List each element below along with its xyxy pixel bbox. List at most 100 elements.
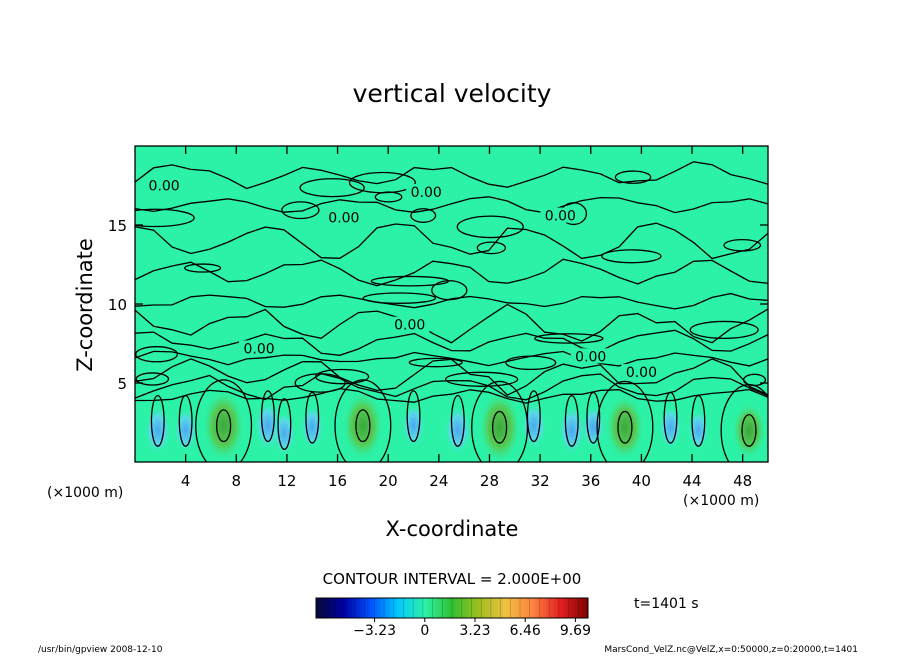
downdraft-region <box>444 406 471 455</box>
colorbar-tick-label: 9.69 <box>560 623 591 639</box>
x-unit-label-left: (×1000 m) <box>47 485 123 501</box>
x-tick-label: 28 <box>480 472 499 490</box>
contour-loop <box>689 320 759 340</box>
contour-loop <box>456 215 524 239</box>
contour-loop <box>431 280 468 301</box>
contour-line <box>135 303 768 344</box>
contour-loop <box>450 394 465 447</box>
y-tick-label: 15 <box>108 217 127 235</box>
contour-loop <box>596 380 654 462</box>
contour-loop <box>723 238 762 252</box>
updraft-region <box>201 388 246 462</box>
downdraft-region <box>402 404 426 448</box>
y-tick-label: 5 <box>117 375 127 393</box>
contour-loop <box>135 208 195 228</box>
downdraft-region <box>558 406 585 455</box>
y-tick-label: 10 <box>108 296 127 314</box>
x-tick-label: 36 <box>581 472 600 490</box>
contour-loop <box>691 394 706 447</box>
contour-label-bg <box>389 316 430 332</box>
contour-line <box>135 196 768 214</box>
x-unit-label-right: (×1000 m) <box>683 493 759 509</box>
downdraft-region <box>144 406 171 455</box>
chart-title: vertical velocity <box>353 79 552 108</box>
contour-line <box>135 350 768 367</box>
contour-loop <box>362 292 437 304</box>
downdraft-region <box>174 408 198 452</box>
footer-right: MarsCond_VelZ.nc@VelZ,x=0:50000,z=0:2000… <box>604 645 858 654</box>
contour-loop <box>150 394 165 447</box>
colorbar-gradient <box>315 597 589 619</box>
contour-loop <box>178 394 193 447</box>
contour-loop <box>355 409 371 443</box>
contour-loop <box>601 249 662 264</box>
contour-label: 0.00 <box>149 179 180 195</box>
colorbar-tick-label: −3.23 <box>353 623 396 639</box>
contour-loop <box>281 201 320 220</box>
x-tick-label: 12 <box>277 472 296 490</box>
y-axis-label: Z-coordinate <box>73 238 97 372</box>
contour-line <box>135 292 768 310</box>
contour-loop <box>305 391 320 444</box>
contour-loop <box>534 333 604 344</box>
footer-left: /usr/bin/gpview 2008-12-10 <box>38 645 163 654</box>
contour-loop <box>135 346 179 363</box>
updraft-region <box>605 393 645 461</box>
contour-loop <box>614 170 652 184</box>
contour-loop <box>277 398 292 451</box>
contour-loop <box>195 379 253 462</box>
x-tick-label: 48 <box>733 472 752 490</box>
downdraft-region <box>659 405 683 449</box>
contour-loop <box>505 355 557 371</box>
updraft-region <box>731 401 767 460</box>
contour-loop <box>586 391 601 444</box>
time-label: t=1401 s <box>634 596 699 612</box>
x-tick-label: 8 <box>232 472 242 490</box>
contour-label: 0.00 <box>411 185 442 201</box>
contour-loop <box>617 410 633 444</box>
contour-loop <box>334 379 392 462</box>
contour-loop <box>476 241 507 255</box>
contour-loop <box>663 391 678 444</box>
colorbar: −3.23 0 3.23 6.46 9.69 <box>315 597 591 639</box>
contour-loop <box>216 409 232 443</box>
contour-label-bg <box>406 183 447 199</box>
contour-line <box>135 387 768 404</box>
contour-loop <box>526 390 541 443</box>
contour-interval-label: CONTOUR INTERVAL = 2.000E+00 <box>323 570 582 588</box>
colorbar-tick-label: 0 <box>420 623 429 639</box>
contour-loop <box>444 371 519 387</box>
downdraft-region <box>272 412 296 456</box>
contour-label-bg <box>144 177 185 193</box>
downdraft-region <box>300 405 324 449</box>
contour-label-bg <box>239 340 280 356</box>
contour-label: 0.00 <box>394 318 425 334</box>
x-tick-label: 20 <box>379 472 398 490</box>
contour-loop <box>374 191 403 203</box>
x-tick-label: 4 <box>181 472 191 490</box>
contour-line <box>135 258 768 287</box>
downdraft-region <box>687 410 709 451</box>
contour-loop <box>741 413 757 447</box>
contour-label-bg <box>323 209 364 225</box>
contour-loop <box>314 368 370 385</box>
contour-loop <box>720 383 768 462</box>
contour-loop <box>564 394 579 447</box>
contour-label-bg <box>570 348 611 364</box>
contour-line <box>135 372 768 401</box>
colorbar-tick-label: 6.46 <box>510 623 541 639</box>
contour-loop <box>406 390 421 443</box>
contour-loop <box>260 390 275 443</box>
contour-loop <box>491 410 508 444</box>
plot-area <box>135 146 768 462</box>
x-tick-label: 16 <box>328 472 347 490</box>
x-tick-label: 24 <box>429 472 448 490</box>
contour-lines <box>135 161 768 462</box>
contour-line <box>135 161 768 190</box>
contour-label-bg <box>540 207 581 223</box>
colorbar-tick-label: 3.23 <box>459 623 490 639</box>
contour-label: 0.00 <box>545 209 576 225</box>
x-tick-label: 44 <box>682 472 701 490</box>
contour-loop <box>294 373 346 393</box>
